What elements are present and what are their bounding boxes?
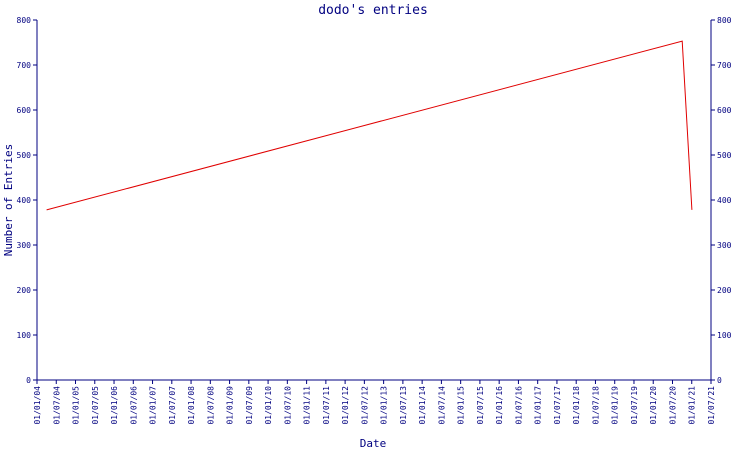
x-tick-label: 01/01/16	[495, 386, 504, 425]
y-tick-label-right: 700	[717, 61, 732, 70]
x-tick-label: 01/01/10	[264, 386, 273, 425]
x-tick-label: 01/07/17	[553, 386, 562, 425]
x-tick-label: 01/01/12	[341, 386, 350, 425]
y-tick-label-left: 200	[17, 286, 32, 295]
y-tick-label-left: 800	[17, 16, 32, 25]
x-tick-label: 01/07/19	[630, 386, 639, 425]
x-tick-label: 01/01/19	[611, 386, 620, 425]
x-tick-label: 01/01/06	[110, 386, 119, 425]
y-tick-label-left: 300	[17, 241, 32, 250]
y-tick-label-right: 200	[717, 286, 732, 295]
x-tick-label: 01/01/17	[534, 386, 543, 425]
x-tick-label: 01/01/09	[226, 386, 235, 425]
y-tick-label-right: 500	[717, 151, 732, 160]
series-layer	[46, 40, 693, 211]
x-tick-label: 01/01/07	[149, 386, 158, 425]
y-tick-label-left: 500	[17, 151, 32, 160]
x-tick-label: 01/07/11	[322, 386, 331, 425]
x-tick-label: 01/07/21	[707, 386, 716, 425]
x-tick-label: 01/07/04	[52, 386, 61, 425]
x-tick-label: 01/07/18	[591, 386, 600, 425]
x-tick-label: 01/01/20	[649, 386, 658, 425]
y-tick-label-right: 800	[717, 16, 732, 25]
x-tick-label: 01/01/11	[303, 386, 312, 425]
y-tick-label-left: 400	[17, 196, 32, 205]
y-axis-label: Number of Entries	[2, 144, 15, 257]
x-tick-label: 01/01/15	[457, 386, 466, 425]
x-tick-label: 01/07/20	[668, 386, 677, 425]
x-tick-label: 01/07/08	[206, 386, 215, 425]
y-tick-label-right: 300	[717, 241, 732, 250]
x-tick-label: 01/07/06	[129, 386, 138, 425]
x-tick-label: 01/07/10	[283, 386, 292, 425]
y-tick-label-right: 400	[717, 196, 732, 205]
y-tick-label-left: 100	[17, 331, 32, 340]
axes	[36, 20, 712, 381]
x-axis-label: Date	[360, 437, 387, 450]
x-tick-label: 01/01/04	[33, 386, 42, 425]
y-tick-label-left: 600	[17, 106, 32, 115]
x-tick-label: 01/07/16	[514, 386, 523, 425]
x-tick-label: 01/01/18	[572, 386, 581, 425]
x-tick-label: 01/07/13	[399, 386, 408, 425]
y-tick-label-right: 100	[717, 331, 732, 340]
x-tick-label: 01/07/07	[168, 386, 177, 425]
y-tick-label-left: 0	[26, 376, 31, 385]
x-tick-label: 01/07/15	[476, 386, 485, 425]
x-tick-label: 01/01/14	[418, 386, 427, 425]
x-tick-label: 01/07/05	[91, 386, 100, 425]
x-tick-label: 01/07/09	[245, 386, 254, 425]
axis-ticks: 0 0 100 100 200 200 300 300 400 400 500 500 600 600 70…	[17, 16, 732, 425]
x-tick-label: 01/01/08	[187, 386, 196, 425]
y-tick-label-right: 0	[717, 376, 722, 385]
x-tick-label: 01/01/05	[72, 386, 81, 425]
x-tick-label: 01/07/12	[360, 386, 369, 425]
x-tick-label: 01/01/21	[688, 386, 697, 425]
y-tick-label-right: 600	[717, 106, 732, 115]
series-line	[46, 40, 693, 211]
chart-title: dodo's entries	[318, 3, 428, 18]
y-tick-label-left: 700	[17, 61, 32, 70]
x-tick-label: 01/07/14	[437, 386, 446, 425]
x-tick-label: 01/01/13	[380, 386, 389, 425]
